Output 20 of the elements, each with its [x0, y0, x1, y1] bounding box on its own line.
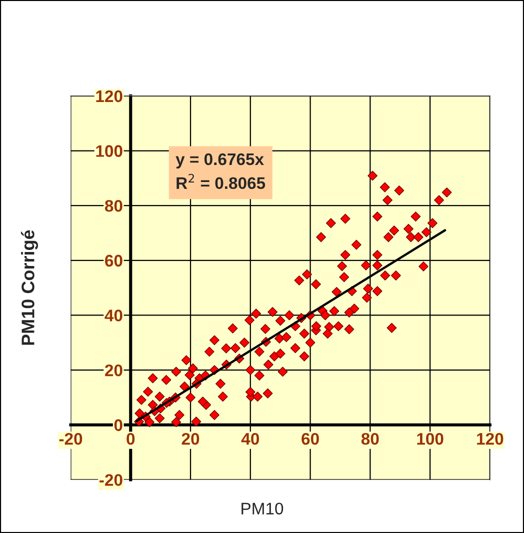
y-tick-label: 0 [114, 419, 122, 432]
y-tick-label: 40 [104, 310, 122, 322]
x-tick-label: 40 [241, 432, 259, 445]
y-tick-label: -20 [100, 474, 122, 486]
x-tick-label: 0 [126, 432, 135, 445]
x-tick-label: 20 [182, 432, 200, 445]
y-axis-title: PM10 Corrigé [20, 230, 38, 345]
x-axis-title: PM10 [242, 502, 284, 515]
x-tick-label: 100 [417, 432, 444, 445]
x-tick-label: 60 [302, 432, 319, 445]
y-tick-label: 100 [96, 145, 122, 157]
annotation: R$^{2}$ = 0.8065 [176, 174, 266, 190]
annotation: y = 0.6765x [176, 153, 264, 168]
y-tick-label: 60 [105, 254, 122, 267]
y-tick-label: 80 [104, 200, 122, 212]
x-tick-label: 80 [361, 432, 379, 445]
y-tick-label: 20 [105, 364, 122, 376]
x-tick-label: -20 [59, 432, 82, 445]
y-tick-label: 120 [96, 90, 122, 102]
x-tick-label: 120 [477, 432, 504, 445]
